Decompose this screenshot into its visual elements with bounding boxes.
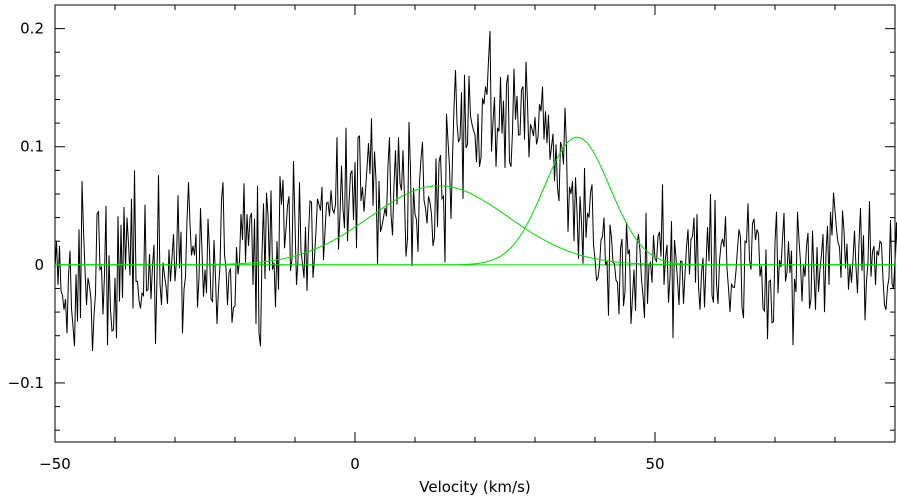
x-axis-label: Velocity (km/s) xyxy=(419,478,530,496)
x-tick-label: 50 xyxy=(645,455,664,473)
x-tick-label: 0 xyxy=(350,455,360,473)
spectrum-line xyxy=(54,30,897,352)
x-tick-label: −50 xyxy=(39,455,71,473)
axis-ticks xyxy=(54,4,896,442)
tick-labels: −50 0 50 −0.1 0 0.1 0.2 xyxy=(8,20,665,473)
y-tick-label: 0.2 xyxy=(20,20,44,38)
series-layer xyxy=(54,30,897,352)
y-tick-label: −0.1 xyxy=(8,374,44,392)
y-tick-label: 0 xyxy=(34,256,44,274)
gaussian-fit-line xyxy=(55,136,895,266)
y-tick-label: 0.1 xyxy=(20,138,44,156)
plot-frame xyxy=(54,4,896,443)
